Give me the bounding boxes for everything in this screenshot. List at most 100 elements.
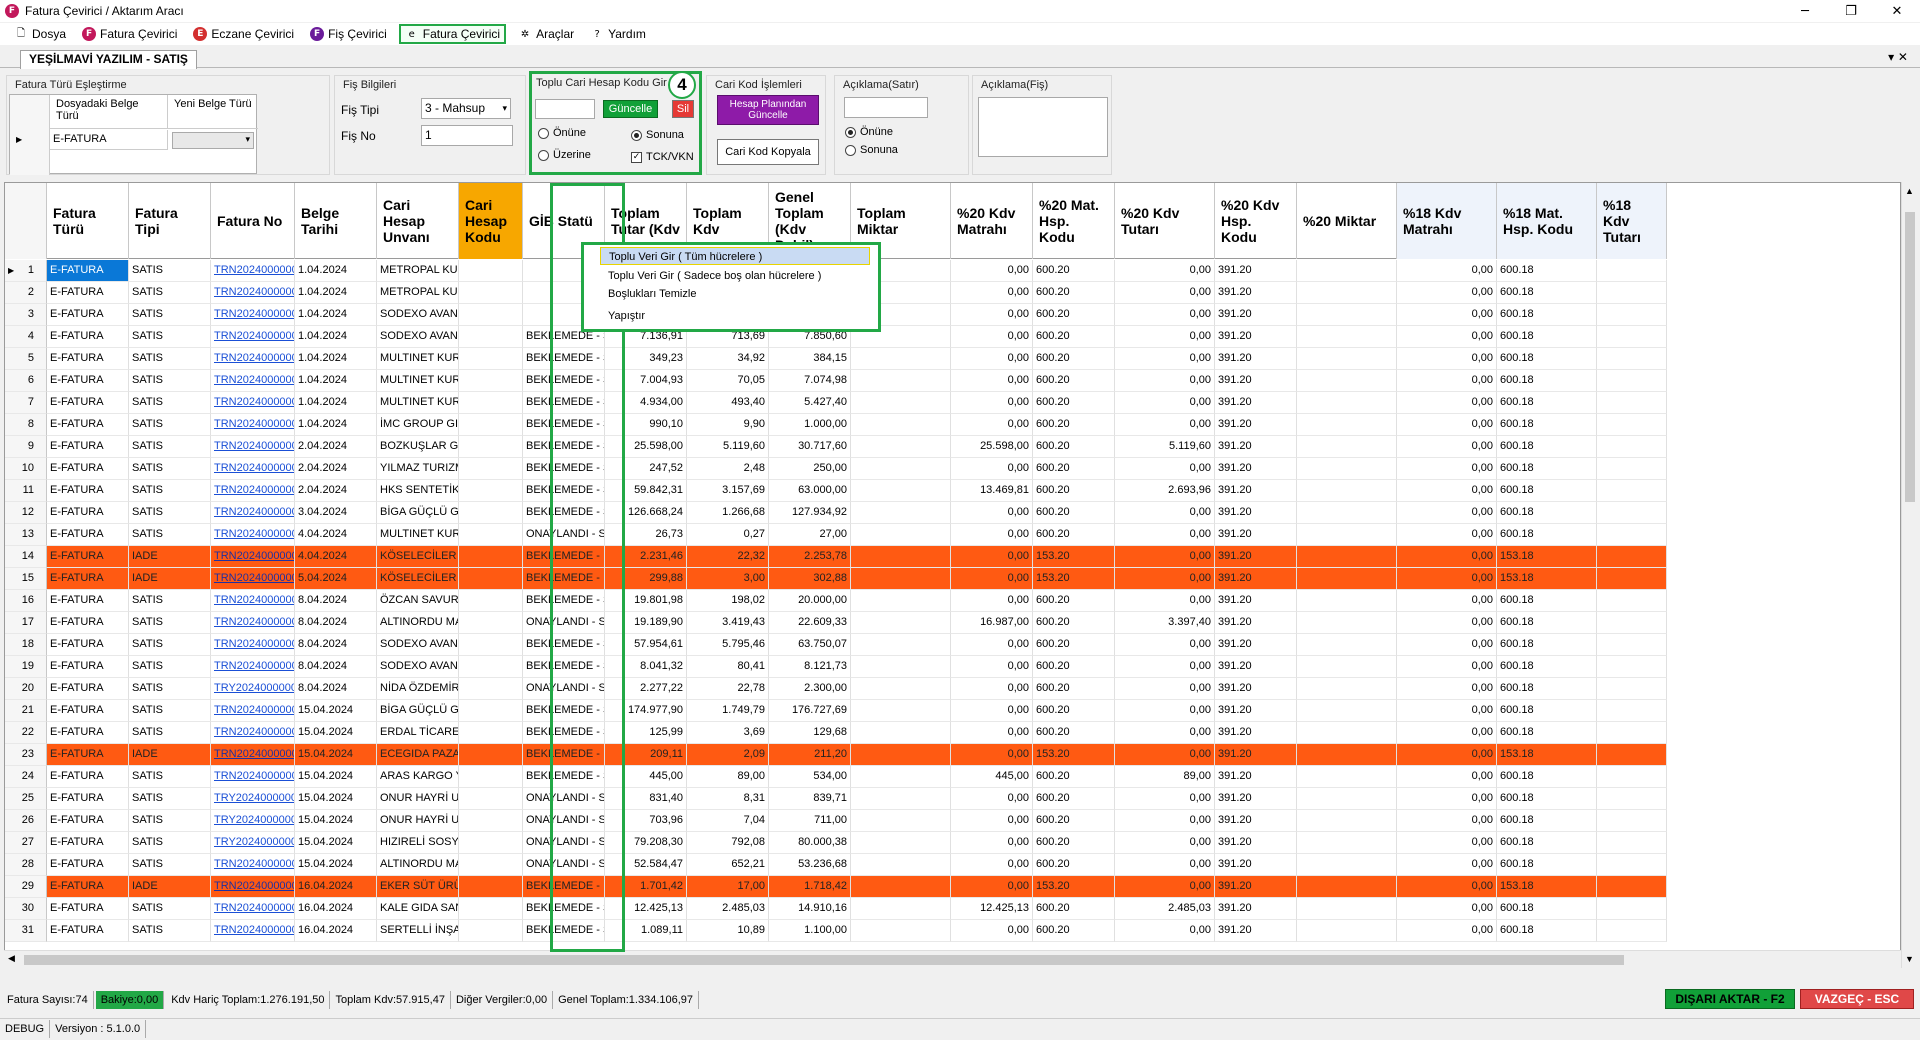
cell-unvan[interactable]: BİGA GÜÇLÜ Gİ...	[377, 700, 459, 722]
table-row[interactable]: 22E-FATURASATISTRN2024000000...15.04.202…	[5, 722, 1667, 744]
cell-t18[interactable]	[1597, 700, 1667, 722]
cell-k20[interactable]: 391.20	[1215, 766, 1297, 788]
cell-turu[interactable]: E-FATURA	[47, 414, 129, 436]
cell-m20[interactable]: 12.425,13	[951, 898, 1033, 920]
cell-tarih[interactable]: 2.04.2024	[295, 436, 377, 458]
cell-genel[interactable]: 5.427,40	[769, 392, 851, 414]
cell-m20[interactable]: 0,00	[951, 260, 1033, 282]
cell-cari[interactable]	[459, 810, 523, 832]
cell-t18[interactable]	[1597, 480, 1667, 502]
cell-h18[interactable]: 600.18	[1497, 458, 1597, 480]
cell-k20[interactable]: 391.20	[1215, 722, 1297, 744]
cell-h18[interactable]: 600.18	[1497, 414, 1597, 436]
cell-q20[interactable]	[1297, 260, 1397, 282]
cell-no[interactable]: TRN2024000000...	[211, 260, 295, 282]
cell-miktar[interactable]	[851, 480, 951, 502]
cell-q20[interactable]	[1297, 458, 1397, 480]
table-row[interactable]: 8E-FATURASATISTRN2024000000...1.04.2024İ…	[5, 414, 1667, 436]
cell-t18[interactable]	[1597, 722, 1667, 744]
cell-h20[interactable]: 600.20	[1033, 722, 1115, 744]
cell-miktar[interactable]	[851, 656, 951, 678]
cell-kdv[interactable]: 1.749,79	[687, 700, 769, 722]
cell-q20[interactable]	[1297, 700, 1397, 722]
cell-turu[interactable]: E-FATURA	[47, 480, 129, 502]
table-row[interactable]: 5E-FATURASATISTRN2024000000...1.04.2024M…	[5, 348, 1667, 370]
cell-tarih[interactable]: 1.04.2024	[295, 260, 377, 282]
cell-tutar[interactable]: 59.842,31	[605, 480, 687, 502]
cell-tutar[interactable]: 7.136,91	[605, 326, 687, 348]
cell-m18[interactable]: 0,00	[1397, 414, 1497, 436]
cell-tipi[interactable]: SATIS	[129, 788, 211, 810]
cell-tipi[interactable]: SATIS	[129, 348, 211, 370]
cell-tipi[interactable]: SATIS	[129, 458, 211, 480]
cell-q20[interactable]	[1297, 612, 1397, 634]
cell-tarih[interactable]: 2.04.2024	[295, 480, 377, 502]
cell-no[interactable]: TRN2024000000...	[211, 656, 295, 678]
cell-tarih[interactable]: 15.04.2024	[295, 788, 377, 810]
table-row[interactable]: 28E-FATURASATISTRN2024000000...15.04.202…	[5, 854, 1667, 876]
cell-no[interactable]: TRN2024000000...	[211, 722, 295, 744]
cell-turu[interactable]: E-FATURA	[47, 590, 129, 612]
table-row[interactable]: 12E-FATURASATISTRN2024000000...3.04.2024…	[5, 502, 1667, 524]
cell-unvan[interactable]: KÖSELECİLER Gİ...	[377, 568, 459, 590]
cell-t20[interactable]: 0,00	[1115, 590, 1215, 612]
cell-tipi[interactable]: IADE	[129, 744, 211, 766]
cell-cari[interactable]	[459, 854, 523, 876]
cell-turu[interactable]: E-FATURA	[47, 722, 129, 744]
cell-t18[interactable]	[1597, 678, 1667, 700]
cell-unvan[interactable]: KÖSELECİLER Gİ...	[377, 546, 459, 568]
table-row[interactable]: 7E-FATURASATISTRN2024000000...1.04.2024M…	[5, 392, 1667, 414]
cell-t20[interactable]: 0,00	[1115, 282, 1215, 304]
cell-q20[interactable]	[1297, 546, 1397, 568]
cell-gib[interactable]: BEKLEMEDE - SA...	[523, 370, 605, 392]
cell-gib[interactable]: ONAYLANDI - S...	[523, 810, 605, 832]
column-header-miktar[interactable]: Toplam Miktar	[851, 183, 951, 259]
cell-turu[interactable]: E-FATURA	[47, 832, 129, 854]
cell-t18[interactable]	[1597, 744, 1667, 766]
cell-cari[interactable]	[459, 744, 523, 766]
cell-tarih[interactable]: 15.04.2024	[295, 810, 377, 832]
cell-h18[interactable]: 600.18	[1497, 282, 1597, 304]
cell-tipi[interactable]: SATIS	[129, 414, 211, 436]
tab-yesilmavi-satis[interactable]: YEŞİLMAVİ YAZILIM - SATIŞ	[20, 50, 197, 69]
cell-cari[interactable]	[459, 260, 523, 282]
cell-k20[interactable]: 391.20	[1215, 414, 1297, 436]
cell-cari[interactable]	[459, 304, 523, 326]
cell-genel[interactable]: 1.000,00	[769, 414, 851, 436]
onune-radio[interactable]: Önüne	[538, 127, 586, 139]
cell-t18[interactable]	[1597, 414, 1667, 436]
cell-m18[interactable]: 0,00	[1397, 744, 1497, 766]
cell-turu[interactable]: E-FATURA	[47, 898, 129, 920]
cell-m20[interactable]: 0,00	[951, 370, 1033, 392]
cell-miktar[interactable]	[851, 348, 951, 370]
cell-m20[interactable]: 0,00	[951, 502, 1033, 524]
cell-turu[interactable]: E-FATURA	[47, 876, 129, 898]
cell-genel[interactable]: 30.717,60	[769, 436, 851, 458]
cell-tipi[interactable]: SATIS	[129, 590, 211, 612]
cell-h20[interactable]: 600.20	[1033, 898, 1115, 920]
cell-k20[interactable]: 391.20	[1215, 744, 1297, 766]
menu-item-0[interactable]: 🗋 Dosya	[10, 24, 70, 44]
cell-m18[interactable]: 0,00	[1397, 282, 1497, 304]
cell-unvan[interactable]: YILMAZ TURIZM ...	[377, 458, 459, 480]
cell-m18[interactable]: 0,00	[1397, 854, 1497, 876]
cell-m18[interactable]: 0,00	[1397, 920, 1497, 942]
cell-no[interactable]: TRN2024000000...	[211, 766, 295, 788]
cell-tarih[interactable]: 8.04.2024	[295, 590, 377, 612]
cell-m18[interactable]: 0,00	[1397, 304, 1497, 326]
cell-miktar[interactable]	[851, 282, 951, 304]
cell-m18[interactable]: 0,00	[1397, 546, 1497, 568]
cell-turu[interactable]: E-FATURA	[47, 326, 129, 348]
cell-tarih[interactable]: 8.04.2024	[295, 678, 377, 700]
cell-t18[interactable]	[1597, 876, 1667, 898]
cell-gib[interactable]: BEKLEMEDE - SA...	[523, 766, 605, 788]
cell-kdv[interactable]: 792,08	[687, 832, 769, 854]
cell-k20[interactable]: 391.20	[1215, 568, 1297, 590]
cell-genel[interactable]: 2.300,00	[769, 678, 851, 700]
cell-k20[interactable]: 391.20	[1215, 876, 1297, 898]
cell-h18[interactable]: 600.18	[1497, 678, 1597, 700]
column-header-unvan[interactable]: Cari Hesap Unvanı	[377, 183, 459, 259]
cell-miktar[interactable]	[851, 920, 951, 942]
column-header-h18[interactable]: %18 Mat. Hsp. Kodu	[1497, 183, 1597, 259]
aciklama-satir-input[interactable]	[844, 97, 928, 118]
